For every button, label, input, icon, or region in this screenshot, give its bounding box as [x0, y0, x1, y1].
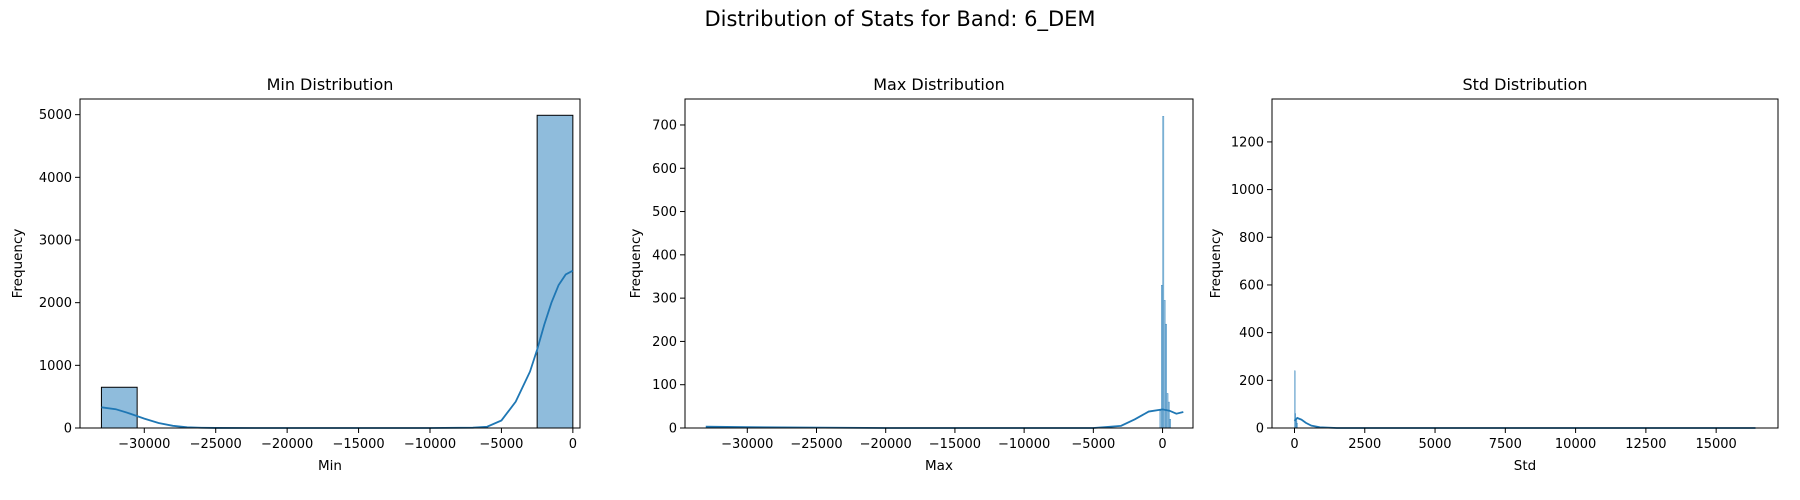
x-tick-label: 0 [569, 437, 577, 452]
y-tick-label: 200 [652, 335, 677, 350]
x-tick-label: −25000 [790, 437, 842, 452]
y-tick-label: 400 [652, 248, 677, 263]
bar [1162, 116, 1165, 429]
x-axis-label: Min [318, 458, 342, 474]
y-tick-label: 100 [652, 378, 677, 393]
subplot-2: −30000 −25000 −20000 −15000 −10000 −5000 0 0 100… [628, 75, 1194, 474]
x-tick-label: −10000 [404, 437, 456, 452]
y-tick-label: 700 [652, 118, 677, 133]
x-tick-label: 10000 [1555, 437, 1596, 452]
axes-frame [684, 98, 1194, 429]
kde-line [1293, 416, 1756, 429]
x-tick-label: −30000 [721, 437, 773, 452]
x-tick-label: 0 [1290, 437, 1298, 452]
x-tick-label: −15000 [332, 437, 384, 452]
subplot-3: 0 2500 5000 7500 10000 12500 15000 0 200 400 600 80… [1208, 75, 1779, 474]
y-tick-label: 1200 [1231, 135, 1264, 150]
bar [1161, 284, 1163, 429]
y-axis-label: Frequency [1208, 229, 1224, 299]
x-tick-label: −20000 [860, 437, 912, 452]
x-tick-label: −15000 [929, 437, 981, 452]
subplot-title: Max Distribution [873, 75, 1005, 94]
y-tick-label: 0 [669, 422, 677, 437]
y-tick-label: 2000 [39, 296, 72, 311]
y-tick-label: 1000 [39, 359, 72, 374]
x-tick-label: 2500 [1348, 437, 1381, 452]
x-tick-label: −20000 [261, 437, 313, 452]
y-tick-label: 800 [1239, 231, 1264, 246]
y-tick-label: 3000 [39, 234, 72, 249]
x-tick-label: −30000 [118, 437, 170, 452]
axes-frame [1271, 98, 1779, 429]
x-tick-label: −5000 [479, 437, 523, 452]
x-tick-label: 5000 [1418, 437, 1451, 452]
y-axis-label: Frequency [10, 229, 26, 299]
y-tick-label: 400 [1239, 326, 1264, 341]
y-tick-label: 300 [652, 292, 677, 307]
y-tick-label: 0 [64, 422, 72, 437]
bar [1159, 410, 1162, 429]
bar [1165, 323, 1167, 429]
bar [1169, 419, 1172, 429]
bar [1296, 423, 1298, 429]
subplot-title: Std Distribution [1462, 75, 1587, 94]
y-tick-label: 500 [652, 205, 677, 220]
x-tick-label: −5000 [1071, 437, 1115, 452]
x-tick-label: −25000 [190, 437, 242, 452]
y-axis-label: Frequency [628, 229, 644, 299]
x-axis-label: Max [925, 458, 953, 474]
bar [536, 114, 574, 429]
kde-line [101, 269, 574, 429]
y-tick-label: 200 [1239, 374, 1264, 389]
x-tick-label: 15000 [1695, 437, 1736, 452]
x-tick-label: 0 [1158, 437, 1166, 452]
y-tick-label: 0 [1256, 422, 1264, 437]
subplot-title: Min Distribution [267, 75, 394, 94]
x-tick-label: 7500 [1489, 437, 1522, 452]
y-tick-label: 4000 [39, 171, 72, 186]
figure-title: Distribution of Stats for Band: 6_DEM [704, 7, 1095, 32]
y-tick-label: 600 [652, 162, 677, 177]
kde-line [705, 408, 1184, 429]
subplot-1: −30000 −25000 −20000 −15000 −10000 −5000 0 0 100… [10, 75, 581, 474]
x-tick-label: 12500 [1625, 437, 1666, 452]
bar [1167, 401, 1170, 429]
axes-frame [79, 98, 581, 429]
bars [1159, 116, 1172, 429]
subplots: −30000 −25000 −20000 −15000 −10000 −5000 0 0 100… [10, 75, 1779, 474]
y-tick-label: 600 [1239, 278, 1264, 293]
x-tick-label: −10000 [998, 437, 1050, 452]
y-tick-label: 5000 [39, 108, 72, 123]
y-tick-label: 1000 [1231, 183, 1264, 198]
x-axis-label: Std [1514, 458, 1536, 474]
bars [100, 114, 574, 429]
